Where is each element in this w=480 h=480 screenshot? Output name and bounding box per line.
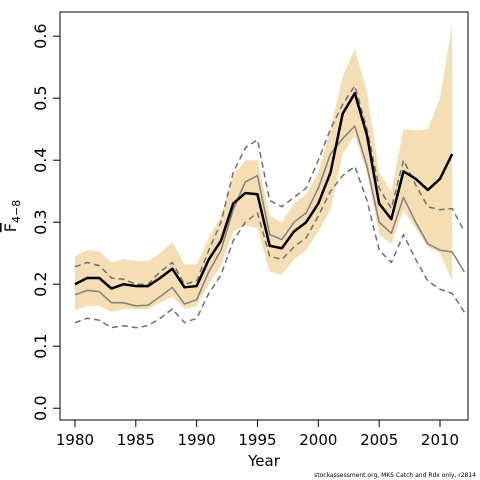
y-tick-label: 0.0 — [31, 395, 50, 420]
line — [74, 165, 465, 329]
y-tick-label: 0.5 — [31, 85, 50, 110]
plot-frame — [59, 11, 469, 421]
y-tick-label: 0.1 — [31, 333, 50, 358]
y-axis-label: F4−8 — [1, 200, 23, 232]
x-tick-label: 2000 — [299, 431, 337, 449]
y-axis-label-text: F4−8 — [1, 200, 23, 232]
x-tick-label: 1985 — [117, 431, 155, 449]
y-tick-label: 0.3 — [31, 209, 50, 234]
line — [74, 85, 466, 285]
line — [74, 125, 465, 307]
line — [74, 91, 454, 290]
x-axis-label: Year — [247, 452, 281, 470]
y-label-main: F — [1, 223, 20, 232]
footnote: stockassessment.org, MKS Catch and Rdx o… — [314, 472, 476, 479]
y-tick-label: 0.2 — [31, 271, 50, 296]
y-tick-label: 0.4 — [31, 147, 50, 172]
x-tick-label: 2010 — [421, 431, 459, 449]
confidence-band — [74, 23, 453, 313]
x-tick-label: 1995 — [238, 431, 276, 449]
x-tick-label: 1980 — [56, 431, 94, 449]
y-tick-label: 0.6 — [31, 23, 50, 48]
x-tick-label: 2005 — [360, 431, 398, 449]
x-tick-label: 1990 — [178, 431, 216, 449]
y-label-subscript: 4−8 — [10, 200, 23, 223]
